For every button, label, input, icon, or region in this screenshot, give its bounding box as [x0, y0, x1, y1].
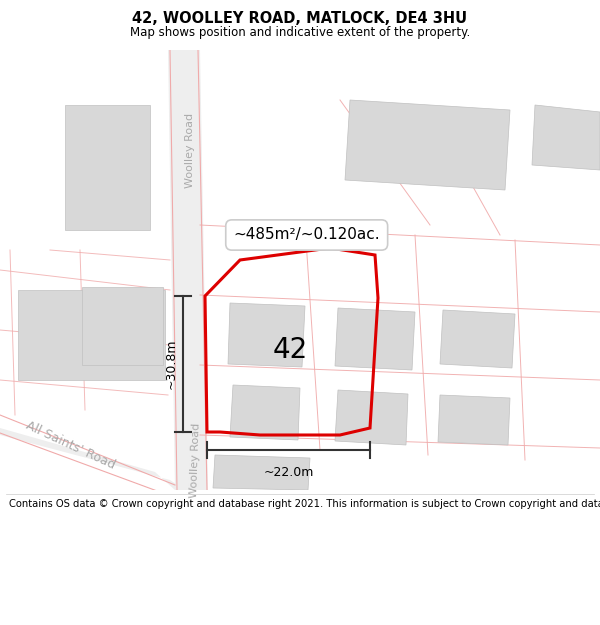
Text: 42, WOOLLEY ROAD, MATLOCK, DE4 3HU: 42, WOOLLEY ROAD, MATLOCK, DE4 3HU	[133, 11, 467, 26]
Polygon shape	[0, 412, 185, 490]
Polygon shape	[228, 303, 305, 367]
Polygon shape	[335, 390, 408, 445]
Text: All Saints' Road: All Saints' Road	[23, 419, 117, 471]
Text: Contains OS data © Crown copyright and database right 2021. This information is : Contains OS data © Crown copyright and d…	[9, 499, 600, 509]
Polygon shape	[438, 395, 510, 445]
Text: 42: 42	[272, 336, 308, 364]
Text: ~485m²/~0.120ac.: ~485m²/~0.120ac.	[233, 228, 380, 242]
Polygon shape	[213, 455, 310, 490]
Polygon shape	[65, 105, 150, 230]
Text: ~22.0m: ~22.0m	[263, 466, 314, 479]
Polygon shape	[345, 100, 510, 190]
Polygon shape	[440, 310, 515, 368]
Text: Woolley Road: Woolley Road	[188, 422, 202, 498]
Polygon shape	[168, 50, 208, 490]
Polygon shape	[82, 287, 163, 365]
Polygon shape	[335, 308, 415, 370]
Text: ~30.8m: ~30.8m	[165, 339, 178, 389]
Polygon shape	[18, 290, 165, 380]
Text: Woolley Road: Woolley Road	[185, 112, 195, 188]
Text: Map shows position and indicative extent of the property.: Map shows position and indicative extent…	[130, 26, 470, 39]
Polygon shape	[532, 105, 600, 170]
Polygon shape	[230, 385, 300, 440]
